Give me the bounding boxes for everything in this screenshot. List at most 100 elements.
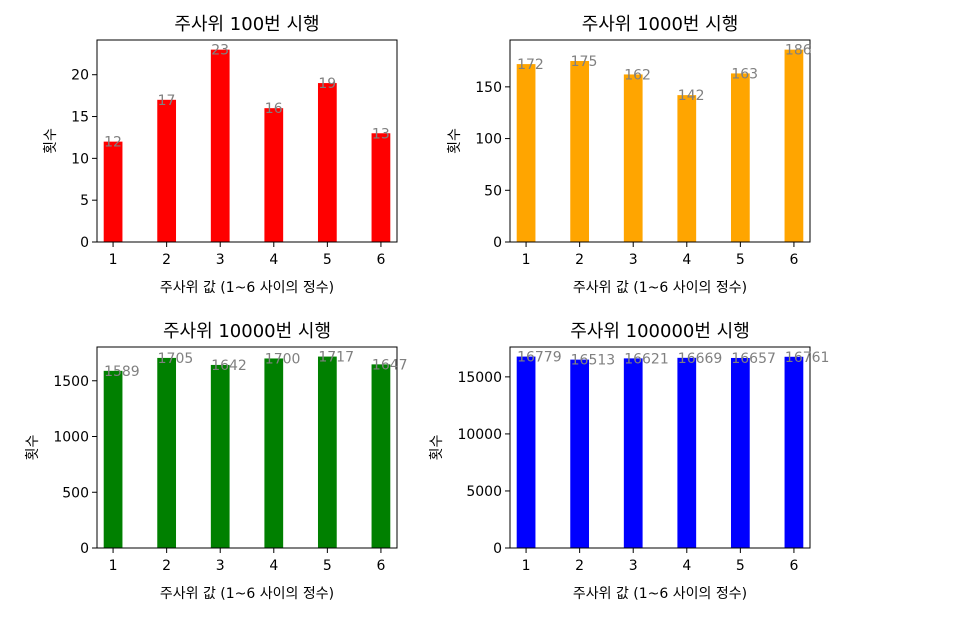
subplot-4: 1 2 3 4 5 6 0 5000 10000 15000 16779 16513 16621 1666…: [429, 321, 829, 602]
x-tick-label: 5: [323, 252, 332, 268]
data-label-3: 23: [211, 43, 229, 59]
bar-5: [317, 356, 337, 548]
y-tick-label: 500: [62, 485, 89, 501]
x-axis-label: 주사위 값 (1~6 사이의 정수): [573, 586, 747, 602]
y-tick-label: 0: [493, 541, 502, 557]
bar-2: [157, 357, 177, 548]
bar-6: [784, 49, 804, 242]
x-tick-label: 4: [269, 558, 278, 574]
y-axis-label: 횟수: [447, 128, 463, 154]
data-label-5: 19: [318, 76, 336, 92]
data-label-2: 175: [571, 54, 598, 70]
x-axis-label: 주사위 값 (1~6 사이의 정수): [573, 280, 747, 296]
bar-1: [103, 141, 123, 242]
bar-2: [570, 60, 590, 242]
bar-3: [623, 74, 643, 242]
y-tick-label: 0: [493, 235, 502, 251]
data-label-5: 163: [731, 66, 758, 82]
axes-frame: [509, 39, 811, 243]
bar-1: [516, 356, 536, 548]
data-label-2: 16513: [571, 353, 616, 369]
subplot-title: 주사위 10000번 시행: [163, 321, 331, 342]
subplot-title: 주사위 100000번 시행: [570, 321, 750, 342]
bar-3: [623, 358, 643, 548]
x-tick-label: 6: [376, 252, 385, 268]
subplot-title: 주사위 1000번 시행: [582, 14, 739, 35]
bar-1: [103, 370, 123, 548]
x-tick-label: 3: [216, 252, 225, 268]
y-tick-label: 1000: [53, 430, 89, 446]
data-label-1: 172: [517, 57, 544, 73]
subplot-3: 1 2 3 4 5 6 0 500 1000 1500 1589 1705 1642 1700 1717 16…: [25, 321, 408, 602]
x-tick-label: 2: [575, 252, 584, 268]
x-tick-label: 3: [629, 252, 638, 268]
y-tick-label: 15000: [457, 370, 502, 386]
bar-4: [264, 358, 284, 548]
y-axis-label: 횟수: [25, 435, 41, 461]
y-tick-label: 100: [475, 132, 502, 148]
x-tick-label: 4: [682, 252, 691, 268]
data-label-3: 162: [624, 67, 651, 83]
x-tick-label: 5: [736, 252, 745, 268]
x-axis-label: 주사위 값 (1~6 사이의 정수): [160, 280, 334, 296]
bar-3: [210, 49, 230, 242]
data-label-6: 13: [372, 126, 390, 142]
y-tick-label: 20: [71, 68, 89, 84]
x-tick-label: 5: [736, 558, 745, 574]
x-tick-label: 2: [162, 252, 171, 268]
axes-frame: [96, 346, 398, 549]
y-tick-label: 5000: [466, 484, 502, 500]
x-tick-label: 4: [682, 558, 691, 574]
bar-5: [730, 73, 750, 243]
bar-5: [317, 83, 337, 243]
x-tick-label: 1: [109, 252, 118, 268]
y-tick-label: 10000: [457, 427, 502, 443]
subplot-2: 1 2 3 4 5 6 0 50 100 150 172 175 162 142 163 186 주사위 100…: [447, 14, 812, 296]
y-axis-label: 횟수: [43, 128, 59, 154]
x-tick-label: 5: [323, 558, 332, 574]
data-label-4: 16: [265, 101, 283, 117]
x-tick-label: 2: [575, 558, 584, 574]
data-label-4: 1700: [265, 351, 301, 367]
bar-6: [371, 364, 391, 548]
x-tick-label: 2: [162, 558, 171, 574]
x-tick-label: 3: [629, 558, 638, 574]
data-label-6: 186: [785, 43, 812, 59]
bar-1: [516, 64, 536, 242]
bar-4: [677, 95, 697, 243]
y-tick-label: 50: [484, 183, 502, 199]
bar-2: [157, 99, 177, 242]
data-label-6: 16761: [785, 350, 830, 366]
data-label-5: 16657: [731, 351, 776, 367]
x-tick-label: 1: [522, 558, 531, 574]
data-label-2: 17: [158, 93, 176, 109]
y-tick-label: 15: [71, 110, 89, 126]
y-tick-label: 5: [80, 193, 89, 209]
data-label-6: 1647: [372, 357, 408, 373]
bar-6: [784, 356, 804, 548]
y-tick-label: 150: [475, 80, 502, 96]
x-tick-label: 3: [216, 558, 225, 574]
y-tick-label: 0: [80, 235, 89, 251]
y-axis-label: 횟수: [429, 435, 445, 461]
x-tick-label: 6: [789, 558, 798, 574]
bar-3: [210, 364, 230, 548]
x-tick-label: 1: [109, 558, 118, 574]
axes-frame: [96, 39, 398, 243]
data-label-4: 16669: [678, 351, 723, 367]
data-label-3: 1642: [211, 358, 247, 374]
bar-4: [677, 357, 697, 548]
data-label-1: 1589: [104, 364, 140, 380]
bar-5: [730, 357, 750, 548]
subplot-title: 주사위 100번 시행: [174, 14, 319, 35]
x-tick-label: 4: [269, 252, 278, 268]
data-label-4: 142: [678, 88, 705, 104]
bar-6: [371, 133, 391, 242]
data-label-5: 1717: [318, 350, 354, 366]
bar-2: [570, 359, 590, 548]
x-tick-label: 1: [522, 252, 531, 268]
x-tick-label: 6: [376, 558, 385, 574]
bar-4: [264, 108, 284, 242]
y-tick-label: 0: [80, 541, 89, 557]
